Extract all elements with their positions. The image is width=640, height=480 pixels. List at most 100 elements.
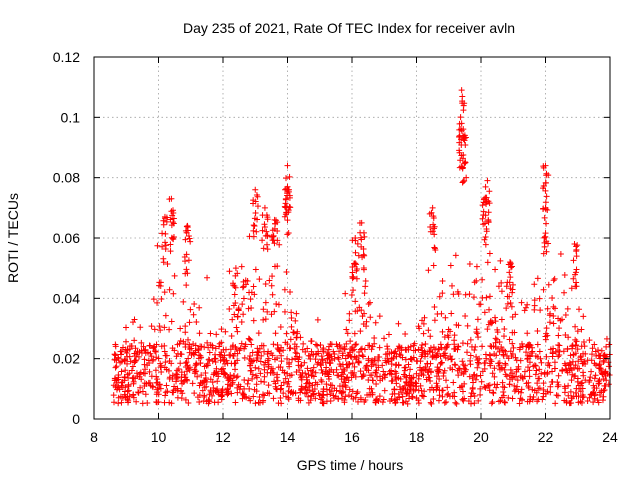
data-point bbox=[134, 348, 141, 355]
data-point bbox=[269, 273, 276, 280]
data-point bbox=[376, 313, 383, 320]
data-point bbox=[407, 386, 414, 393]
data-point bbox=[352, 341, 359, 348]
y-tick-label: 0.08 bbox=[53, 170, 80, 186]
data-point bbox=[301, 359, 308, 366]
data-point bbox=[577, 388, 584, 395]
data-point bbox=[482, 384, 489, 391]
data-point bbox=[514, 377, 521, 384]
data-point bbox=[405, 361, 412, 368]
data-point bbox=[498, 316, 505, 323]
data-point bbox=[392, 368, 399, 375]
data-point bbox=[229, 342, 236, 349]
data-point bbox=[535, 396, 542, 403]
data-point bbox=[421, 388, 428, 395]
data-point bbox=[416, 325, 423, 332]
data-point bbox=[470, 294, 477, 301]
data-point bbox=[215, 391, 222, 398]
data-point bbox=[431, 317, 438, 324]
data-point bbox=[427, 360, 434, 367]
data-point bbox=[481, 383, 488, 390]
data-point bbox=[223, 357, 230, 364]
data-point bbox=[344, 330, 351, 337]
data-point bbox=[264, 308, 271, 315]
data-point bbox=[240, 295, 247, 302]
data-point bbox=[473, 277, 480, 284]
data-point bbox=[511, 329, 518, 336]
data-point bbox=[512, 354, 519, 361]
data-point bbox=[444, 384, 451, 391]
data-point bbox=[309, 382, 316, 389]
data-point bbox=[485, 218, 492, 225]
data-point bbox=[466, 260, 473, 267]
data-point bbox=[467, 352, 474, 359]
data-point bbox=[484, 259, 491, 266]
data-point bbox=[426, 348, 433, 355]
data-point bbox=[288, 323, 295, 330]
data-point bbox=[196, 382, 203, 389]
data-point bbox=[298, 373, 305, 380]
data-point bbox=[115, 400, 122, 407]
data-point bbox=[486, 306, 493, 313]
data-point bbox=[576, 306, 583, 313]
data-point bbox=[285, 388, 292, 395]
data-point bbox=[584, 398, 591, 405]
data-point bbox=[358, 243, 365, 250]
data-point bbox=[437, 341, 444, 348]
data-point bbox=[138, 339, 145, 346]
data-point bbox=[464, 340, 471, 347]
x-tick-label: 10 bbox=[151, 429, 167, 445]
data-point bbox=[574, 242, 581, 249]
y-tick-label: 0.04 bbox=[53, 290, 80, 306]
data-point bbox=[278, 382, 285, 389]
data-point bbox=[428, 400, 435, 407]
x-axis-label: GPS time / hours bbox=[297, 457, 404, 473]
data-point bbox=[274, 263, 281, 270]
data-point bbox=[199, 379, 206, 386]
data-point bbox=[186, 235, 193, 242]
data-point bbox=[282, 175, 289, 182]
data-point bbox=[358, 236, 365, 243]
data-point bbox=[192, 362, 199, 369]
data-point bbox=[605, 381, 612, 388]
data-point bbox=[156, 381, 163, 388]
data-point bbox=[492, 318, 499, 325]
data-point bbox=[300, 340, 307, 347]
data-point bbox=[122, 338, 129, 345]
data-point bbox=[252, 209, 259, 216]
data-point bbox=[225, 389, 232, 396]
data-point bbox=[573, 283, 580, 290]
data-point bbox=[348, 292, 355, 299]
data-point bbox=[282, 195, 289, 202]
data-point bbox=[549, 295, 556, 302]
data-point bbox=[382, 371, 389, 378]
data-point bbox=[353, 275, 360, 282]
data-point bbox=[417, 358, 424, 365]
data-point bbox=[395, 374, 402, 381]
data-point bbox=[591, 375, 598, 382]
data-point bbox=[187, 238, 194, 245]
data-point bbox=[136, 373, 143, 380]
data-point bbox=[349, 237, 356, 244]
data-point bbox=[469, 375, 476, 382]
data-point bbox=[441, 334, 448, 341]
data-point bbox=[154, 386, 161, 393]
y-tick-label: 0.12 bbox=[53, 49, 80, 65]
data-point bbox=[334, 372, 341, 379]
data-point bbox=[394, 396, 401, 403]
data-point bbox=[500, 388, 507, 395]
data-point bbox=[402, 331, 409, 338]
data-point bbox=[251, 386, 258, 393]
data-point bbox=[284, 370, 291, 377]
data-point bbox=[433, 373, 440, 380]
data-point bbox=[216, 343, 223, 350]
data-point bbox=[451, 332, 458, 339]
data-point bbox=[477, 372, 484, 379]
data-point bbox=[131, 350, 138, 357]
data-point bbox=[266, 277, 273, 284]
data-point bbox=[234, 328, 241, 335]
data-point bbox=[113, 379, 120, 386]
data-point bbox=[360, 266, 367, 273]
data-point bbox=[399, 393, 406, 400]
data-point bbox=[439, 290, 446, 297]
